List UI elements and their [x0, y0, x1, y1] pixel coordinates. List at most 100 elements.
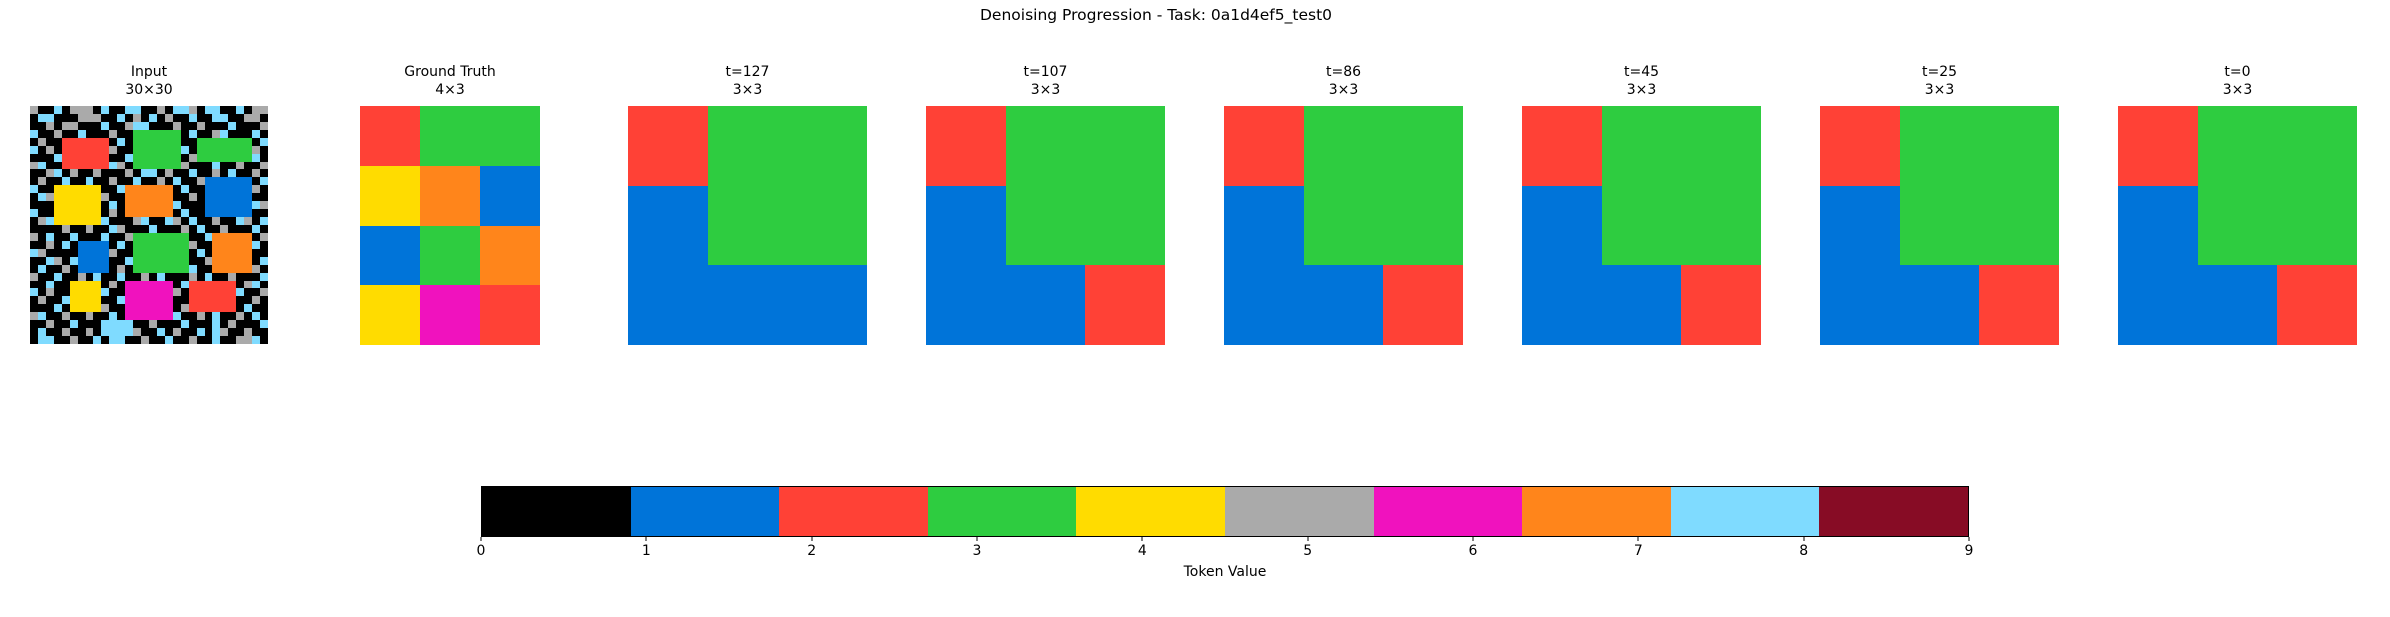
- grid-cell: [69, 256, 78, 265]
- colorbar-segment: [1224, 487, 1374, 536]
- grid-cell: [244, 169, 253, 178]
- grid-cell: [45, 304, 54, 313]
- grid-cell: [77, 153, 86, 162]
- grid-cell: [252, 169, 261, 178]
- grid-cell: [141, 217, 149, 225]
- grid-cell: [141, 328, 149, 337]
- grid-cell: [69, 169, 78, 178]
- grid-cell: [220, 161, 229, 170]
- grid-cell: [204, 209, 213, 218]
- grid-cell: [172, 137, 181, 146]
- grid-cell: [164, 225, 173, 233]
- grid-cell: [77, 177, 86, 186]
- grid-cell: [228, 209, 237, 218]
- grid-cell: [180, 113, 189, 122]
- grid-cell: [101, 288, 110, 297]
- grid-cell: [1899, 106, 1980, 186]
- grid-cell: [228, 169, 237, 178]
- grid-cell: [133, 288, 142, 297]
- grid-cell: [188, 288, 197, 297]
- grid-cell: [109, 256, 118, 265]
- grid-cell: [204, 232, 213, 241]
- grid-cell: [141, 161, 149, 170]
- grid-cell: [252, 280, 261, 289]
- grid-cell: [77, 296, 86, 305]
- grid-cell: [260, 185, 268, 194]
- grid-cell: [69, 296, 78, 305]
- grid-cell: [69, 217, 78, 225]
- grid-cell: [101, 280, 110, 289]
- panel-label-subtitle: 3×3: [1328, 81, 1359, 98]
- grid-cell: [220, 272, 229, 281]
- grid-cell: [101, 137, 110, 146]
- grid-cell: [252, 256, 261, 265]
- grid-cell: [164, 312, 173, 321]
- grid-cell: [787, 265, 867, 345]
- grid-cell: [117, 264, 126, 273]
- grid-cell: [188, 201, 197, 210]
- panel-label: Input 30×30: [30, 64, 268, 99]
- grid-cell: [37, 217, 46, 225]
- colorbar-tick-mark: [976, 537, 978, 541]
- grid-cell: [93, 272, 102, 281]
- grid-cell: [141, 320, 149, 329]
- panel-label-title: t=86: [1325, 64, 1362, 80]
- grid-cell: [85, 201, 94, 210]
- grid-cell: [1005, 106, 1086, 186]
- grid-cell: [141, 280, 149, 289]
- grid-cell: [30, 232, 38, 241]
- grid-cell: [236, 193, 245, 202]
- grid-cell: [101, 129, 110, 138]
- grid-cell: [220, 328, 229, 337]
- grid-cell: [156, 209, 165, 218]
- grid-cell: [244, 264, 253, 273]
- grid-cell: [149, 137, 157, 146]
- grid-cell: [141, 113, 149, 122]
- grid-cell: [133, 328, 142, 337]
- grid-cell: [156, 193, 165, 202]
- grid-cell: [45, 153, 54, 162]
- grid-cell: [172, 185, 181, 194]
- grid-cell: [45, 201, 54, 210]
- grid-cell: [109, 201, 118, 210]
- grid-cell: [45, 185, 54, 194]
- grid-cell: [220, 153, 229, 162]
- grid-cell: [164, 280, 173, 289]
- grid-cell: [212, 296, 221, 305]
- grid-cell: [125, 232, 134, 241]
- grid-cell: [69, 161, 78, 170]
- panel-grid-t45: [1522, 106, 1761, 345]
- grid-cell: [141, 296, 149, 305]
- grid-cell: [172, 217, 181, 225]
- grid-cell: [156, 185, 165, 194]
- grid-cell: [188, 272, 197, 281]
- grid-cell: [244, 217, 253, 225]
- grid-cell: [236, 240, 245, 249]
- grid-cell: [109, 240, 118, 249]
- grid-cell: [53, 312, 62, 321]
- grid-cell: [117, 312, 126, 321]
- grid-cell: [117, 106, 126, 114]
- grid-cell: [141, 137, 149, 146]
- grid-cell: [30, 193, 38, 202]
- grid-cell: [228, 145, 237, 154]
- grid-cell: [1601, 185, 1682, 266]
- grid-cell: [228, 296, 237, 305]
- panel-grid-t107: [926, 106, 1165, 345]
- grid-cell: [204, 336, 213, 344]
- grid-cell: [196, 264, 205, 273]
- grid-cell: [61, 248, 70, 257]
- grid-cell: [53, 161, 62, 170]
- grid-cell: [180, 288, 189, 297]
- grid-cell: [360, 225, 420, 286]
- grid-cell: [244, 106, 253, 114]
- grid-cell: [37, 193, 46, 202]
- grid-cell: [228, 121, 237, 130]
- grid-cell: [37, 240, 46, 249]
- grid-cell: [117, 272, 126, 281]
- grid-cell: [85, 177, 94, 186]
- grid-cell: [61, 201, 70, 210]
- grid-cell: [125, 177, 134, 186]
- grid-cell: [244, 145, 253, 154]
- grid-cell: [53, 280, 62, 289]
